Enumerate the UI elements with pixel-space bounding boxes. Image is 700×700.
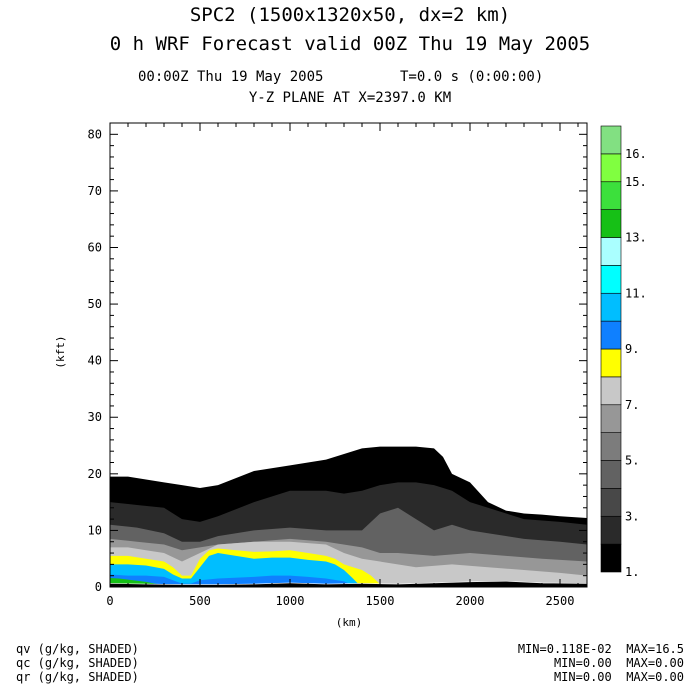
colorbar-label: 1.	[625, 565, 639, 579]
cross-section-chart: 0 500 1000 1500 2000 2500 0 10 20 30 40 50 60 70 80 16…	[54, 122, 647, 629]
colorbar-bin	[600, 181, 622, 210]
footer-stats-3: MIN=0.00 MAX=0.00	[553, 670, 684, 684]
colorbar-bin	[600, 209, 622, 238]
colorbar-bin	[600, 432, 622, 461]
colorbar-label: 13.	[625, 231, 647, 245]
y-tick-label: 20	[88, 467, 102, 481]
valid-time-label: 00:00Z Thu 19 May 2005	[138, 69, 324, 85]
colorbar-label: 11.	[625, 286, 647, 300]
colorbar-bin	[600, 292, 622, 322]
y-tick-label: 70	[88, 184, 102, 198]
plane-label: Y-Z PLANE AT X=2397.0 KM	[248, 90, 452, 106]
chart-subtitle: 0 h WRF Forecast valid 00Z Thu 19 May 20…	[109, 33, 591, 55]
colorbar-label: 3.	[625, 509, 639, 523]
y-tick-label: 60	[88, 240, 102, 254]
y-axis-label: (kft)	[54, 335, 67, 368]
colorbar-label: 5.	[625, 454, 639, 468]
x-tick-label: 0	[106, 594, 113, 608]
x-tick-label: 1500	[366, 594, 395, 608]
shaded-field	[110, 446, 587, 587]
colorbar-bin	[600, 348, 622, 378]
footer-var-3: qr (g/kg, SHADED)	[16, 670, 139, 684]
colorbar-bin	[600, 376, 622, 406]
colorbar-bin	[600, 543, 622, 573]
axis-ticks: 0 500 1000 1500 2000 2500 0 10 20 30 40 50 60 70 80	[88, 123, 587, 608]
x-tick-label: 2500	[546, 594, 575, 608]
colorbar-bin	[600, 265, 622, 294]
y-tick-label: 40	[88, 354, 102, 368]
y-tick-label: 50	[88, 297, 102, 311]
y-tick-label: 80	[88, 127, 102, 141]
colorbar-bin	[600, 237, 622, 266]
colorbar-label: 15.	[625, 175, 647, 189]
footer-stats-1: MIN=0.118E-02 MAX=16.5	[517, 642, 684, 656]
colorbar-bin	[600, 488, 622, 517]
x-axis-label: (km)	[336, 616, 363, 629]
y-tick-label: 0	[95, 580, 102, 594]
colorbar-bin	[600, 404, 622, 433]
chart-title: SPC2 (1500x1320x50, dx=2 km)	[189, 4, 511, 26]
plot-frame	[109, 122, 588, 588]
colorbar: 16. 15. 13. 11. 9. 7. 5. 3. 1.	[600, 125, 647, 579]
x-tick-label: 2000	[456, 594, 485, 608]
x-tick-label: 1000	[276, 594, 305, 608]
colorbar-bin	[600, 320, 622, 350]
colorbar-bin	[600, 125, 622, 155]
colorbar-label: 7.	[625, 398, 639, 412]
x-tick-label: 500	[189, 594, 211, 608]
y-tick-label: 30	[88, 410, 102, 424]
time-step-label: T=0.0 s (0:00:00)	[400, 69, 544, 85]
colorbar-bin	[600, 460, 622, 489]
colorbar-label: 16.	[625, 147, 647, 161]
colorbar-bin	[600, 153, 622, 183]
footer-var-1: qv (g/kg, SHADED)	[16, 642, 139, 656]
colorbar-bin	[600, 515, 622, 545]
colorbar-label: 9.	[625, 342, 639, 356]
y-tick-label: 10	[88, 523, 102, 537]
footer-stats-2: MIN=0.00 MAX=0.00	[553, 656, 684, 670]
footer-var-2: qc (g/kg, SHADED)	[16, 656, 139, 670]
